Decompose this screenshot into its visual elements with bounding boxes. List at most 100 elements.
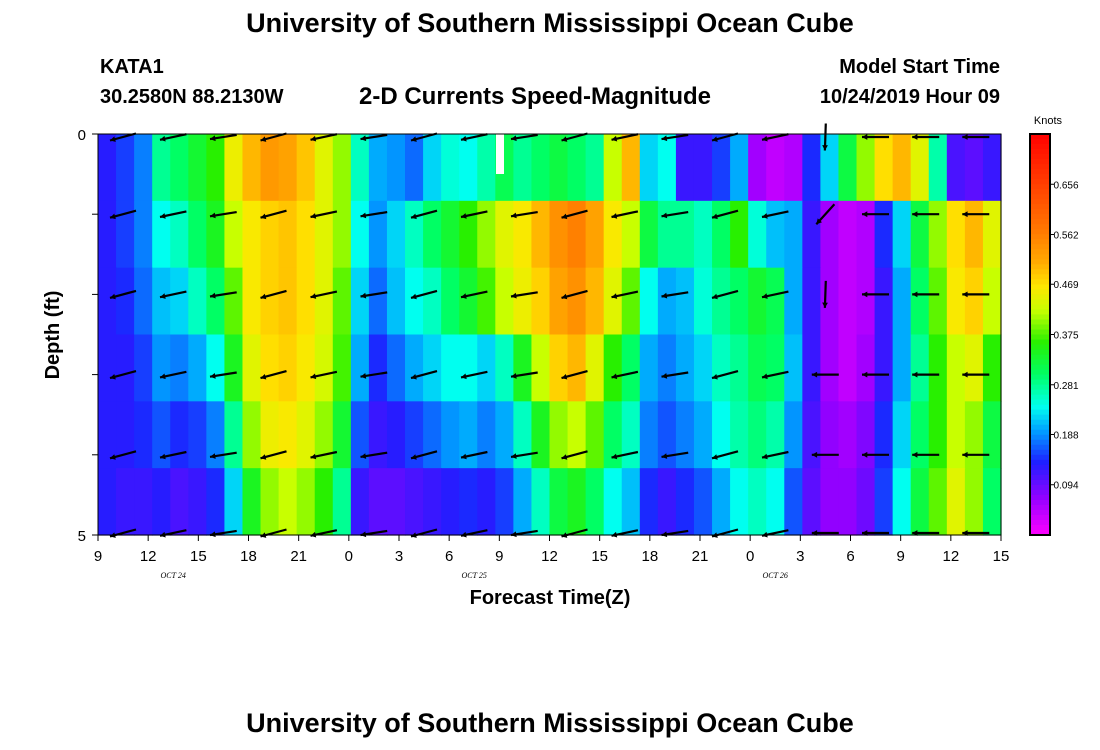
heatmap-cell [296, 334, 316, 402]
heatmap-cell [134, 134, 153, 202]
heatmap-cell [296, 468, 316, 536]
colorbar-segment [1030, 339, 1050, 346]
colorbar-unit: Knots [1034, 115, 1063, 127]
x-tick-label: 12 [541, 548, 558, 565]
current-arrow [360, 451, 388, 459]
current-arrow [561, 289, 588, 300]
colorbar-segment [1030, 139, 1050, 145]
current-arrow [209, 529, 237, 538]
heatmap-cell [531, 401, 551, 469]
heatmap-cell [98, 134, 117, 202]
colorbar-segment [1030, 149, 1050, 155]
current-arrow [109, 370, 137, 380]
heatmap-cell [748, 134, 767, 202]
current-arrow [159, 370, 187, 380]
heatmap-cell [513, 267, 533, 336]
heatmap-cell [585, 468, 605, 536]
current-arrow [811, 371, 839, 378]
heatmap-cell [314, 200, 334, 269]
colorbar-segment [1030, 419, 1050, 426]
heatmap-cell [639, 267, 659, 336]
heatmap-cell [170, 468, 189, 536]
heatmap-cell [98, 267, 117, 336]
current-arrow [862, 291, 889, 298]
heatmap-cell [98, 334, 117, 402]
heatmap-cell [441, 267, 460, 336]
x-axis-label: Forecast Time(Z) [470, 587, 631, 609]
heatmap-cell [549, 200, 569, 269]
x-tick-label: 18 [240, 548, 257, 565]
colorbar-segment [1030, 204, 1050, 210]
heatmap-cell [621, 334, 641, 402]
colorbar-segment [1030, 179, 1050, 185]
heatmap-cell [152, 200, 171, 269]
heatmap-cell [495, 401, 514, 469]
heatmap-cell [224, 334, 244, 402]
heatmap-cell [603, 200, 623, 269]
heatmap-cell [928, 267, 948, 336]
heatmap-cell [296, 200, 316, 269]
x-tick-label: 15 [591, 548, 608, 565]
colorbar-segment [1030, 219, 1050, 225]
colorbar-segment [1030, 359, 1050, 366]
heatmap-cell [675, 200, 695, 269]
current-arrow [962, 530, 990, 536]
colorbar-segment [1030, 209, 1050, 215]
heatmap-cell [116, 134, 135, 202]
heatmap-cell [278, 200, 298, 269]
x-tick-label: 9 [94, 548, 102, 565]
current-arrow [510, 529, 538, 538]
heatmap-cell [730, 334, 749, 402]
heatmap-cell [368, 468, 388, 536]
heatmap-cell [820, 468, 840, 536]
current-arrow [711, 289, 739, 300]
current-arrow [510, 211, 538, 219]
heatmap-cell [296, 401, 316, 469]
current-arrow [109, 450, 137, 460]
heatmap-cell [368, 267, 388, 336]
colorbar: Knots 0.656 0.562 0.469 0.375 0.281 0.188 0.094 [1029, 115, 1079, 536]
colorbar-segment [1030, 374, 1050, 381]
heatmap-cell [730, 401, 749, 469]
heatmap-cell [730, 267, 749, 336]
heatmap-cell [513, 334, 533, 402]
current-arrow [209, 133, 237, 142]
heatmap-cell [549, 468, 569, 536]
current-arrow [260, 450, 287, 460]
heatmap-cell [513, 401, 533, 469]
heatmap-cell [766, 200, 785, 269]
heatmap-cell [170, 267, 189, 336]
heatmap-cell [946, 267, 966, 336]
current-arrow [811, 451, 839, 458]
colorbar-segment [1030, 239, 1050, 245]
heatmap-cell [332, 401, 352, 469]
heatmap-cell [964, 267, 984, 336]
heatmap-cell [639, 334, 659, 402]
heatmap-cell [748, 468, 767, 536]
heatmap-cell [657, 200, 677, 269]
current-arrow [360, 291, 388, 299]
heatmap-cell [910, 200, 930, 269]
heatmap-cell [982, 200, 1002, 269]
heatmap-cell [368, 401, 388, 469]
x-tick-label: 21 [290, 548, 307, 565]
colorbar-segment [1030, 224, 1050, 230]
heatmap-cell [748, 401, 767, 469]
heatmap-cell [386, 200, 406, 269]
heatmap-cell [964, 468, 984, 536]
x-tick-label: 3 [395, 548, 403, 565]
y-tick-label: 0 [78, 127, 86, 144]
current-arrow [561, 132, 588, 142]
colorbar-segment [1030, 514, 1050, 521]
heatmap-cell [459, 267, 478, 336]
heatmap-cell [766, 401, 785, 469]
heatmap-cell [657, 468, 677, 536]
colorbar-segment [1030, 274, 1050, 280]
heatmap-cell [206, 134, 226, 202]
colorbar-segment [1030, 469, 1050, 476]
heatmap-cell [802, 200, 821, 269]
heatmap-cell [910, 401, 930, 469]
current-arrow [460, 290, 488, 299]
current-arrow [159, 210, 187, 219]
current-arrow [561, 209, 588, 220]
